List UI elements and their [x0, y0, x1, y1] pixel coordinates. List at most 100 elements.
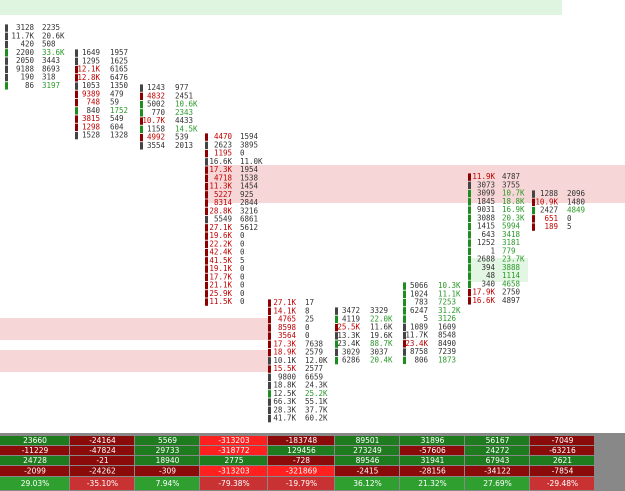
bid-volume: 11.3K: [209, 182, 232, 191]
summary-value: -309: [159, 467, 176, 476]
summary-value: -313203: [218, 467, 250, 476]
bid-volume: 66.3K: [273, 397, 296, 406]
summary-value: 24728: [23, 456, 47, 465]
ask-volume: 18.8K: [502, 197, 525, 206]
volume-bar: [268, 390, 271, 398]
volume-bar: [268, 357, 271, 365]
summary-value: -79.38%: [218, 479, 249, 488]
volume-bar: [5, 57, 8, 65]
volume-bar: [205, 224, 208, 232]
summary-cell: [530, 456, 594, 465]
volume-bar: [75, 107, 78, 115]
ask-volume: 1625: [110, 56, 128, 65]
ask-volume: 8693: [42, 64, 60, 73]
volume-bar: [205, 158, 208, 166]
ask-volume: 88.7K: [370, 339, 393, 348]
volume-bar: [205, 166, 208, 174]
ask-volume: 4849: [567, 206, 585, 215]
summary-value: -2415: [357, 467, 379, 476]
bid-volume: 28.8K: [209, 206, 232, 215]
ask-volume: 5: [567, 222, 572, 231]
ask-volume: 11.0K: [240, 157, 263, 166]
volume-bar: [205, 248, 208, 257]
bid-volume: 783: [414, 298, 428, 307]
bid-volume: 10.1K: [273, 356, 296, 365]
ask-volume: 0: [240, 248, 245, 257]
summary-cell: [135, 456, 199, 465]
ask-volume: 3329: [370, 306, 388, 315]
summary-cell: [335, 456, 399, 465]
volume-bar: [205, 290, 208, 298]
ask-volume: 0: [240, 297, 245, 306]
volume-bar: [5, 82, 8, 90]
bid-volume: 1288: [540, 189, 559, 198]
bid-volume: 1415: [477, 222, 495, 231]
summary-value: 23660: [23, 436, 47, 445]
summary-cell: [0, 436, 69, 445]
ask-volume: 23.7K: [502, 255, 525, 264]
bid-volume: 8314: [214, 198, 233, 207]
ask-volume: 2579: [305, 348, 323, 357]
volume-bar: [468, 189, 471, 198]
ask-volume: 3443: [42, 56, 60, 65]
volume-bar: [403, 307, 406, 315]
bid-volume: 27.1K: [209, 223, 232, 232]
bid-volume: 9800: [278, 372, 297, 381]
ask-volume: 19.6K: [370, 331, 393, 340]
ask-volume: 20.4K: [370, 356, 393, 365]
bid-volume: 27.1K: [273, 298, 296, 307]
bid-volume: 25.5K: [337, 323, 360, 332]
ask-volume: 5: [240, 256, 245, 265]
summary-table: 23660 -24164 5569 -313203 -183748 89501 31896 5…: [0, 436, 594, 490]
volume-bar: [468, 247, 471, 256]
bid-volume: 4119: [342, 314, 360, 323]
volume-bar: [468, 206, 471, 214]
ask-volume: 2235: [42, 23, 60, 32]
bid-volume: 1053: [82, 81, 100, 90]
ask-volume: 0: [305, 323, 310, 332]
summary-cell: [530, 477, 594, 490]
summary-cell: [0, 456, 69, 465]
ask-volume: 2013: [175, 141, 193, 150]
summary-value: -35.10%: [87, 479, 118, 488]
volume-bar: [5, 65, 8, 74]
ask-volume: 3755: [502, 180, 520, 189]
volume-bar: [205, 182, 208, 191]
summary-cell: [465, 466, 529, 476]
volume-bar: [140, 133, 143, 142]
summary-value: 21.32%: [418, 479, 447, 488]
volume-bar: [268, 299, 271, 307]
bid-volume: 21.1K: [209, 281, 232, 290]
ask-volume: 31.2K: [438, 306, 461, 315]
ask-volume: 479: [110, 89, 124, 98]
bid-volume: 17.3K: [209, 165, 232, 174]
volume-bar: [403, 323, 406, 332]
summary-cell: [530, 466, 594, 476]
bid-volume: 1089: [410, 322, 428, 331]
volume-bar: [205, 215, 208, 224]
volume-bar: [468, 288, 471, 297]
volume-bar: [468, 272, 471, 280]
volume-bar: [532, 215, 535, 223]
bid-volume: 5549: [214, 215, 232, 224]
summary-value: 31896: [421, 436, 445, 445]
bid-volume: 643: [481, 230, 495, 239]
bid-volume: 42.4K: [209, 248, 232, 257]
summary-value: -728: [293, 456, 310, 465]
ask-volume: 1752: [110, 106, 128, 115]
summary-cell: [200, 466, 267, 476]
volume-bar: [468, 255, 471, 264]
summary-cell: [200, 446, 267, 455]
summary-value: -313203: [218, 436, 250, 445]
summary-value: -29.48%: [547, 479, 578, 488]
bid-volume: 420: [20, 40, 34, 49]
ask-volume: 0: [240, 264, 245, 273]
ask-volume: 4658: [502, 279, 521, 288]
bid-volume: 16.6K: [472, 296, 495, 305]
bid-volume: 4765: [278, 315, 296, 324]
summary-value: -34122: [484, 467, 511, 476]
ask-volume: 925: [240, 190, 254, 199]
bid-volume: 5: [423, 314, 428, 323]
bid-volume: 12.5K: [273, 389, 296, 398]
